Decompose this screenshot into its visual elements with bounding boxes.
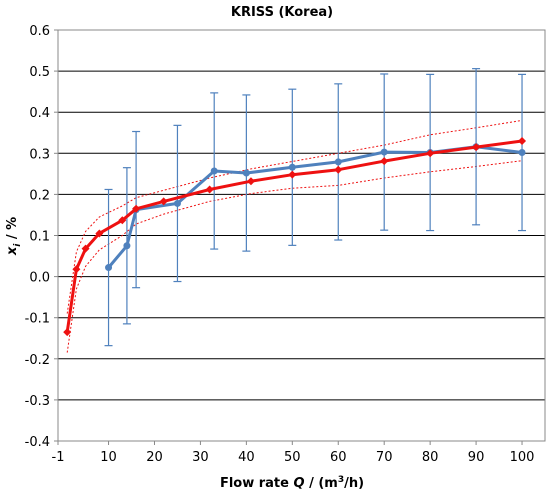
series-layer (63, 68, 527, 353)
data-point (242, 169, 250, 177)
data-point (334, 158, 342, 166)
data-point (72, 265, 81, 274)
data-point (159, 197, 168, 206)
x-tick-label: 80 (422, 450, 439, 465)
data-point (426, 149, 435, 158)
x-tick-label: 70 (376, 450, 393, 465)
data-point (288, 170, 297, 179)
y-tick-label: 0.3 (29, 147, 50, 162)
y-tick-label: -0.2 (25, 353, 50, 368)
y-axis-title: xi / % (5, 217, 23, 256)
x-tick-label: 10 (100, 450, 117, 465)
x-tick-label: 30 (192, 450, 209, 465)
x-axis-title: Flow rate Q / (m3/h) (220, 475, 364, 491)
y-ticks: -0.4 -0.3 -0.2 -0.1 0.0 0.1 0.2 0.3 0.4 0.5 0.6 (25, 24, 58, 450)
y-tick-label: 0.6 (29, 24, 50, 39)
plot-frame (57, 29, 546, 442)
data-point (472, 143, 481, 152)
y-tick-label: -0.1 (25, 312, 50, 327)
data-point (518, 148, 526, 156)
series-3 (66, 160, 523, 353)
series-0 (104, 68, 527, 347)
y-tick-label: -0.3 (25, 394, 50, 409)
data-point (63, 328, 72, 337)
data-point (205, 185, 214, 194)
data-point (132, 204, 141, 213)
x-tick-label: 60 (330, 450, 347, 465)
y-tick-label: 0.2 (29, 188, 50, 203)
chart-title: KRISS (Korea) (231, 5, 333, 20)
x-tick-label: 40 (238, 450, 255, 465)
data-point (95, 229, 104, 238)
confidence-line (66, 160, 523, 353)
x-tick-label: 50 (284, 450, 301, 465)
y-tick-label: 0.0 (29, 271, 50, 286)
data-point (173, 199, 181, 207)
data-point (380, 157, 389, 166)
data-point (334, 165, 343, 174)
data-point (288, 163, 296, 171)
x-ticks: -1 10 20 30 40 50 60 70 80 90 100 (52, 441, 535, 465)
data-point (118, 216, 127, 225)
y-tick-label: 0.4 (29, 106, 50, 121)
y-tick-label: 0.1 (29, 230, 50, 245)
data-point (518, 136, 527, 145)
x-tick-label: 90 (468, 450, 485, 465)
data-point (246, 177, 255, 186)
data-point (81, 244, 90, 253)
series-1 (63, 136, 527, 337)
series-line (107, 145, 523, 269)
data-point (210, 167, 218, 175)
y-tick-label: 0.5 (29, 65, 50, 80)
data-point (123, 242, 131, 250)
x-tick-label: 100 (510, 450, 535, 465)
x-tick-label: -1 (52, 450, 65, 465)
data-point (105, 264, 113, 272)
data-point (380, 148, 388, 156)
x-tick-label: 20 (146, 450, 163, 465)
y-tick-label: -0.4 (25, 435, 50, 450)
